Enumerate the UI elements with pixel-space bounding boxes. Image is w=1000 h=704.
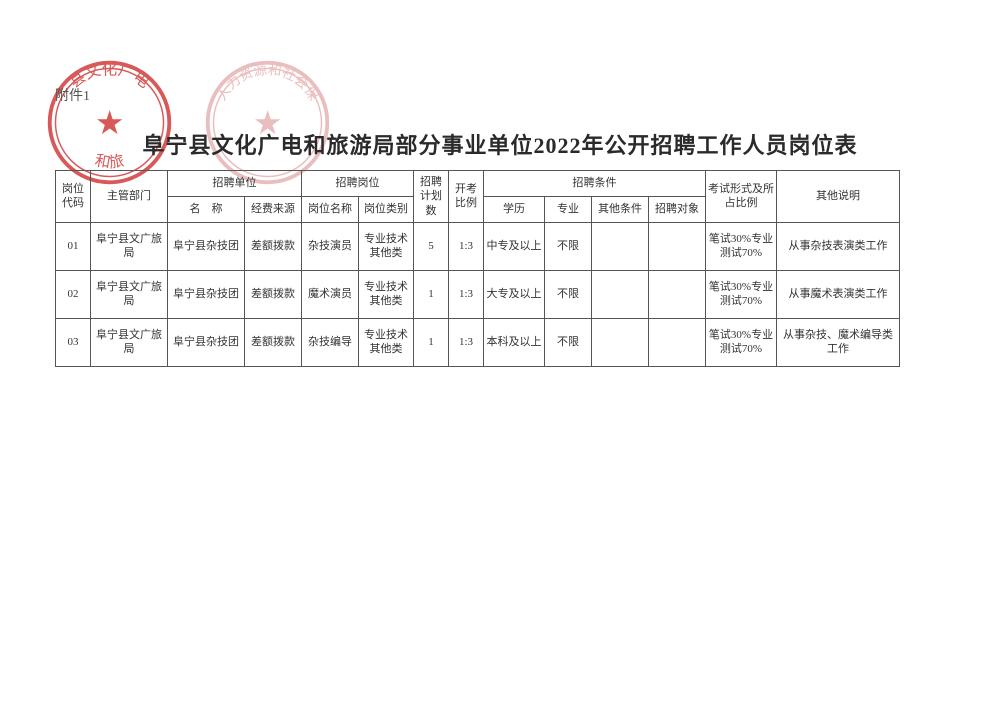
cell-ratio: 1:3 bbox=[449, 318, 484, 366]
col-unit-fund: 经费来源 bbox=[245, 196, 302, 222]
col-cond-group: 招聘条件 bbox=[484, 171, 706, 197]
cell-code: 02 bbox=[56, 270, 91, 318]
col-ratio: 开考比例 bbox=[449, 171, 484, 223]
cell-code: 01 bbox=[56, 222, 91, 270]
cell-ratio: 1:3 bbox=[449, 222, 484, 270]
cell-plan: 1 bbox=[414, 318, 449, 366]
cell-post_name: 杂技编导 bbox=[302, 318, 359, 366]
table-row: 02阜宁县文广旅局阜宁县杂技团差额拨款魔术演员专业技术其他类11:3大专及以上不… bbox=[56, 270, 900, 318]
cell-edu: 本科及以上 bbox=[484, 318, 545, 366]
cell-edu: 中专及以上 bbox=[484, 222, 545, 270]
col-remark: 其他说明 bbox=[777, 171, 900, 223]
col-unit-group: 招聘单位 bbox=[168, 171, 302, 197]
cell-dept: 阜宁县文广旅局 bbox=[91, 222, 168, 270]
cell-target bbox=[649, 222, 706, 270]
attachment-label: 附件1 bbox=[55, 85, 90, 105]
cell-major: 不限 bbox=[545, 222, 592, 270]
cell-unit_name: 阜宁县杂技团 bbox=[168, 222, 245, 270]
cell-other_cond bbox=[592, 270, 649, 318]
cell-target bbox=[649, 318, 706, 366]
cell-post_cat: 专业技术其他类 bbox=[359, 270, 414, 318]
job-table: 岗位代码 主管部门 招聘单位 招聘岗位 招聘计划数 开考比例 招聘条件 考试形式… bbox=[55, 170, 900, 367]
cell-plan: 1 bbox=[414, 270, 449, 318]
col-plan: 招聘计划数 bbox=[414, 171, 449, 223]
cell-remark: 从事杂技、魔术编导类工作 bbox=[777, 318, 900, 366]
cell-major: 不限 bbox=[545, 270, 592, 318]
cell-code: 03 bbox=[56, 318, 91, 366]
cell-major: 不限 bbox=[545, 318, 592, 366]
cell-post_name: 杂技演员 bbox=[302, 222, 359, 270]
cell-exam: 笔试30%专业测试70% bbox=[706, 270, 777, 318]
col-target: 招聘对象 bbox=[649, 196, 706, 222]
table-row: 01阜宁县文广旅局阜宁县杂技团差额拨款杂技演员专业技术其他类51:3中专及以上不… bbox=[56, 222, 900, 270]
cell-target bbox=[649, 270, 706, 318]
cell-unit_name: 阜宁县杂技团 bbox=[168, 318, 245, 366]
cell-exam: 笔试30%专业测试70% bbox=[706, 318, 777, 366]
col-post-group: 招聘岗位 bbox=[302, 171, 414, 197]
cell-remark: 从事杂技表演类工作 bbox=[777, 222, 900, 270]
cell-unit_fund: 差额拨款 bbox=[245, 222, 302, 270]
cell-unit_name: 阜宁县杂技团 bbox=[168, 270, 245, 318]
col-code: 岗位代码 bbox=[56, 171, 91, 223]
job-table-body: 01阜宁县文广旅局阜宁县杂技团差额拨款杂技演员专业技术其他类51:3中专及以上不… bbox=[56, 222, 900, 366]
col-other: 其他条件 bbox=[592, 196, 649, 222]
cell-other_cond bbox=[592, 318, 649, 366]
cell-exam: 笔试30%专业测试70% bbox=[706, 222, 777, 270]
cell-dept: 阜宁县文广旅局 bbox=[91, 318, 168, 366]
cell-unit_fund: 差额拨款 bbox=[245, 318, 302, 366]
table-row: 03阜宁县文广旅局阜宁县杂技团差额拨款杂技编导专业技术其他类11:3本科及以上不… bbox=[56, 318, 900, 366]
col-edu: 学历 bbox=[484, 196, 545, 222]
col-dept: 主管部门 bbox=[91, 171, 168, 223]
cell-remark: 从事魔术表演类工作 bbox=[777, 270, 900, 318]
cell-plan: 5 bbox=[414, 222, 449, 270]
cell-post_name: 魔术演员 bbox=[302, 270, 359, 318]
col-post-name: 岗位名称 bbox=[302, 196, 359, 222]
cell-edu: 大专及以上 bbox=[484, 270, 545, 318]
cell-post_cat: 专业技术其他类 bbox=[359, 318, 414, 366]
cell-unit_fund: 差额拨款 bbox=[245, 270, 302, 318]
cell-dept: 阜宁县文广旅局 bbox=[91, 270, 168, 318]
cell-other_cond bbox=[592, 222, 649, 270]
col-exam: 考试形式及所占比例 bbox=[706, 171, 777, 223]
col-post-cat: 岗位类别 bbox=[359, 196, 414, 222]
col-major: 专业 bbox=[545, 196, 592, 222]
cell-ratio: 1:3 bbox=[449, 270, 484, 318]
cell-post_cat: 专业技术其他类 bbox=[359, 222, 414, 270]
col-unit-name: 名 称 bbox=[168, 196, 245, 222]
page-title: 阜宁县文化广电和旅游局部分事业单位2022年公开招聘工作人员岗位表 bbox=[0, 128, 1000, 160]
